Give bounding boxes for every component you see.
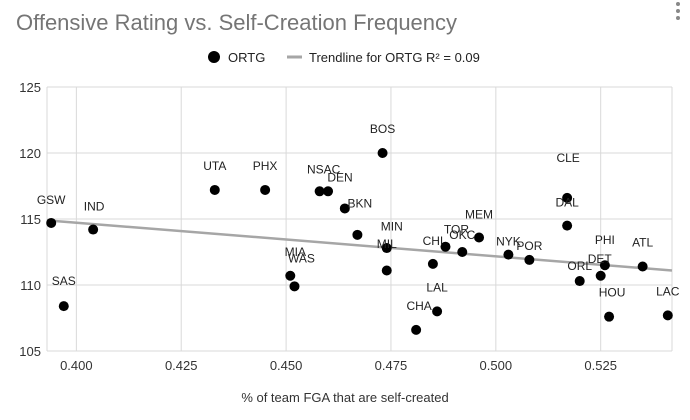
data-label: NYK bbox=[496, 235, 521, 249]
data-point bbox=[381, 265, 392, 276]
data-point bbox=[662, 310, 673, 321]
legend-label-ortg: ORTG bbox=[228, 50, 265, 65]
y-tick-label: 115 bbox=[20, 212, 41, 227]
data-point bbox=[524, 254, 535, 265]
y-tick-label: 125 bbox=[19, 80, 41, 95]
y-tick-label: 105 bbox=[19, 344, 41, 359]
data-label: TOR bbox=[444, 223, 469, 237]
data-point bbox=[474, 232, 485, 243]
data-label: ATL bbox=[632, 236, 653, 250]
data-point bbox=[58, 301, 69, 312]
data-label: POR bbox=[516, 239, 542, 253]
data-label: GSW bbox=[37, 193, 66, 207]
trendline bbox=[46, 219, 673, 272]
data-point bbox=[604, 311, 615, 322]
data-label: MIL bbox=[377, 237, 397, 251]
chart-title: Offensive Rating vs. Self-Creation Frequ… bbox=[16, 10, 458, 35]
legend-label-trendline: Trendline for ORTG R² = 0.09 bbox=[309, 50, 480, 65]
data-label: CLE bbox=[556, 151, 579, 165]
data-point bbox=[323, 186, 334, 197]
data-label: PHX bbox=[253, 159, 278, 173]
data-label: IND bbox=[84, 200, 105, 214]
data-label: DEN bbox=[327, 170, 352, 184]
x-tick-label: 0.500 bbox=[480, 358, 513, 373]
data-point bbox=[562, 220, 573, 231]
y-tick-label: 110 bbox=[20, 278, 41, 293]
data-label: UTA bbox=[203, 159, 226, 173]
x-tick-label: 0.525 bbox=[584, 358, 617, 373]
data-point bbox=[440, 241, 451, 252]
data-label: CHI bbox=[423, 234, 444, 248]
data-point bbox=[46, 217, 57, 228]
data-point bbox=[285, 270, 296, 281]
data-label: HOU bbox=[599, 286, 626, 300]
data-point bbox=[427, 258, 438, 269]
x-axis-title: % of team FGA that are self-created bbox=[241, 390, 448, 405]
data-label: PHI bbox=[595, 233, 615, 247]
data-label: ORL bbox=[567, 259, 592, 273]
x-tick-label: 0.450 bbox=[270, 358, 303, 373]
data-label: BKN bbox=[347, 196, 372, 210]
data-points bbox=[46, 148, 673, 335]
data-label: MEM bbox=[465, 207, 493, 221]
data-point bbox=[289, 281, 300, 292]
data-point bbox=[339, 203, 350, 214]
data-point bbox=[637, 261, 648, 272]
data-point bbox=[562, 192, 573, 203]
data-point bbox=[377, 148, 388, 158]
data-point bbox=[314, 186, 325, 197]
data-label: SAS bbox=[52, 274, 76, 288]
data-point bbox=[352, 229, 363, 240]
data-point bbox=[595, 270, 606, 281]
data-point bbox=[432, 306, 443, 317]
data-label: BOS bbox=[370, 122, 395, 136]
data-label: WAS bbox=[288, 251, 315, 265]
y-tick-label: 120 bbox=[19, 146, 41, 161]
x-tick-label: 0.475 bbox=[375, 358, 408, 373]
data-label: DAL bbox=[555, 196, 579, 210]
data-point bbox=[457, 247, 468, 257]
data-label: DET bbox=[588, 252, 613, 266]
data-point bbox=[260, 184, 271, 195]
x-tick-label: 0.400 bbox=[60, 358, 93, 373]
data-label: LAL bbox=[426, 280, 448, 294]
data-point bbox=[209, 184, 220, 195]
more-options-icon[interactable] bbox=[675, 2, 681, 23]
data-point bbox=[88, 224, 99, 235]
data-point bbox=[381, 243, 392, 254]
legend-marker-ortg bbox=[208, 51, 220, 63]
data-point bbox=[599, 260, 610, 271]
data-point bbox=[503, 249, 514, 260]
data-point bbox=[574, 276, 585, 287]
data-point bbox=[411, 324, 422, 335]
data-label: CHA bbox=[406, 299, 431, 313]
data-label: MIA bbox=[285, 245, 306, 259]
x-tick-label: 0.425 bbox=[165, 358, 198, 373]
data-label: LAC bbox=[656, 284, 680, 298]
gridlines bbox=[46, 86, 673, 352]
legend: ORTG Trendline for ORTG R² = 0.09 bbox=[208, 50, 480, 65]
data-label: NSAC bbox=[307, 162, 341, 176]
data-label: OKC bbox=[449, 228, 475, 242]
axis-ticks: 105 110 115 120 125 0.400 0.425 0.450 0.475 0.500… bbox=[19, 80, 617, 373]
data-label: MIN bbox=[381, 219, 403, 233]
